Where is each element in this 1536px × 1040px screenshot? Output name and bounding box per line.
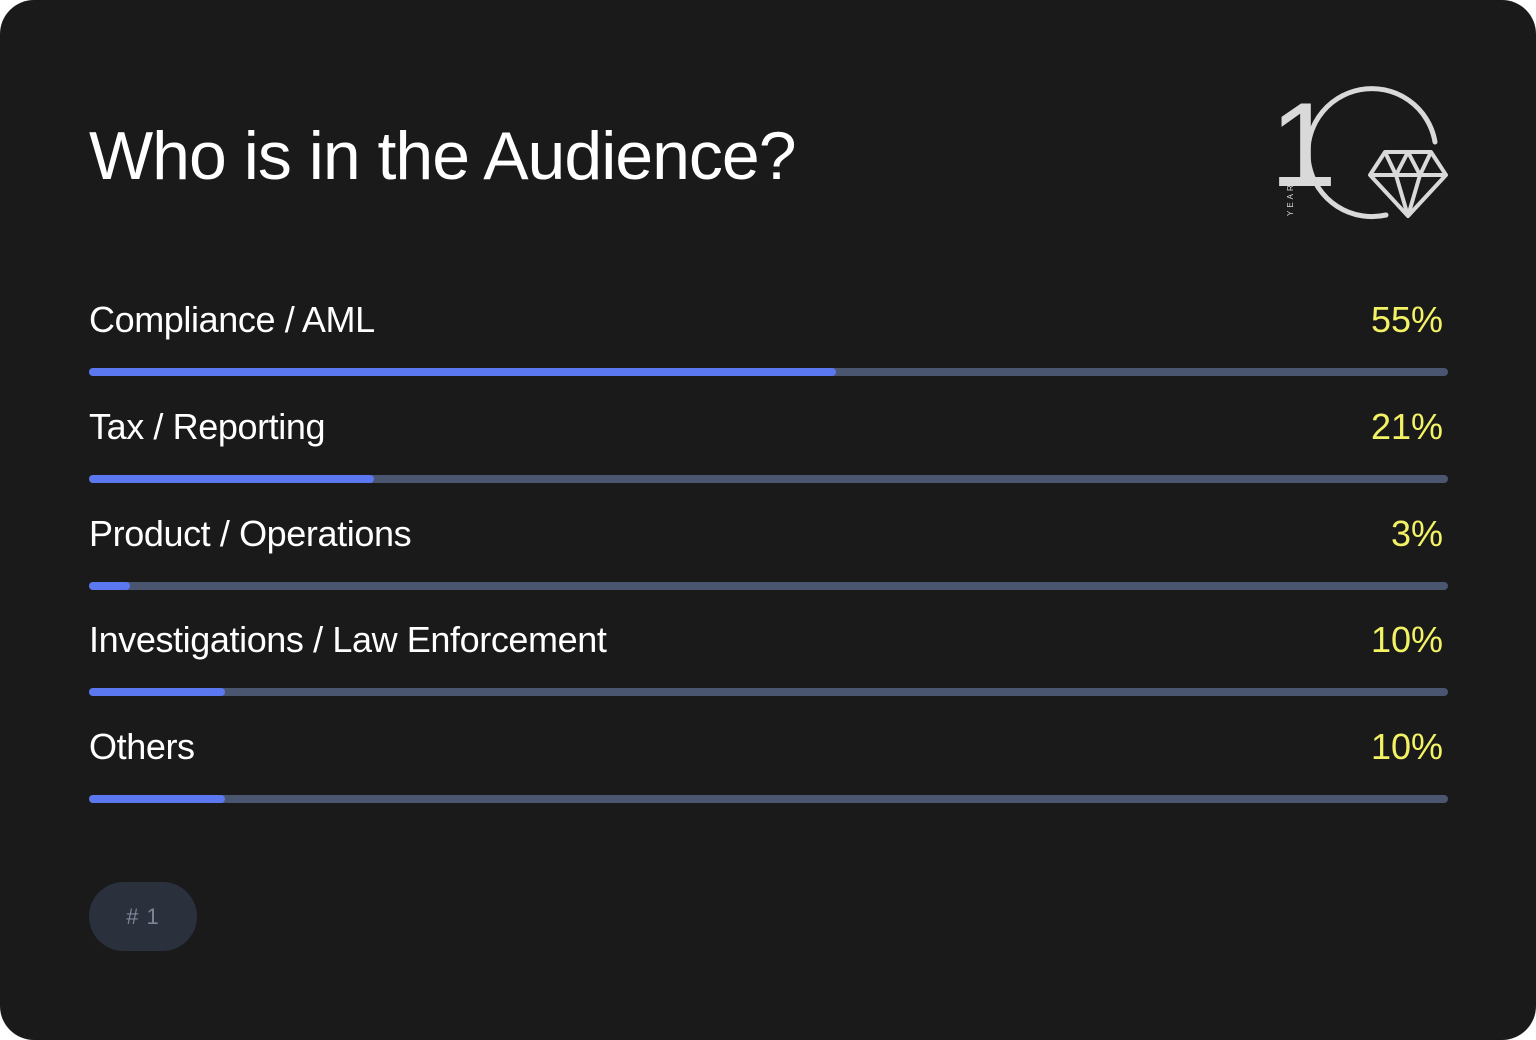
bar-track bbox=[89, 581, 1448, 590]
bar-label: Investigations / Law Enforcement bbox=[89, 619, 607, 661]
bar-row: Product / Operations 3% bbox=[89, 512, 1455, 619]
bar-label: Compliance / AML bbox=[89, 299, 375, 340]
bar-fill bbox=[89, 581, 130, 590]
page-title: Who is in the Audience? bbox=[89, 118, 797, 194]
bar-label: Product / Operations bbox=[89, 512, 412, 554]
bar-track bbox=[89, 688, 1448, 697]
bar-value-label: 10% bbox=[1370, 619, 1443, 661]
bar-value-label: 21% bbox=[1370, 405, 1443, 447]
bar-row: Others 10% bbox=[89, 725, 1455, 832]
diamond-icon bbox=[1368, 150, 1448, 218]
bar-label: Others bbox=[89, 726, 195, 767]
ten-years-logo: 1 YEARS bbox=[1270, 82, 1448, 220]
bar-row: Compliance / AML 55% bbox=[89, 298, 1455, 405]
bar-track bbox=[89, 474, 1448, 483]
page-number-badge: # 1 bbox=[89, 882, 197, 951]
bar-row: Investigations / Law Enforcement 10% bbox=[89, 618, 1455, 725]
logo-digit: 1 bbox=[1270, 82, 1337, 212]
bar-fill bbox=[89, 795, 225, 803]
bar-track bbox=[89, 368, 1448, 376]
logo-ring bbox=[1305, 86, 1438, 220]
bar-value-label: 10% bbox=[1370, 726, 1443, 767]
logo-caption: YEARS bbox=[1286, 174, 1295, 216]
bar-fill bbox=[89, 368, 837, 376]
bar-label: Tax / Reporting bbox=[89, 405, 326, 447]
bar-row: Tax / Reporting 21% bbox=[89, 405, 1455, 512]
bar-value-label: 55% bbox=[1370, 299, 1443, 340]
bar-track bbox=[89, 795, 1448, 803]
bar-value-label: 3% bbox=[1390, 512, 1443, 554]
bar-fill bbox=[89, 474, 375, 483]
bar-fill bbox=[89, 688, 225, 697]
audience-bar-chart: Compliance / AML 55% Tax / Reporting 21% Pro… bbox=[89, 298, 1455, 832]
